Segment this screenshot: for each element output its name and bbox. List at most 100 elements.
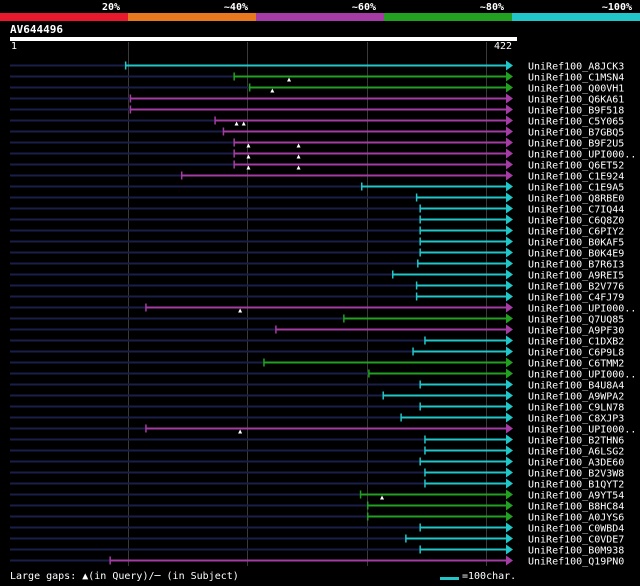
hit-label[interactable]: UniRef100_C1E9A5 xyxy=(528,183,624,194)
hit-label[interactable]: UniRef100_A9WPA2 xyxy=(528,392,624,403)
hit-row[interactable]: UniRef100_UPI000.. xyxy=(10,302,636,315)
hit-row[interactable]: UniRef100_B2V776 xyxy=(10,280,624,293)
hit-label[interactable]: UniRef100_Q6KA61 xyxy=(528,95,624,106)
hit-row[interactable]: UniRef100_C6TMM2 xyxy=(10,357,624,370)
hit-label[interactable]: UniRef100_A0JYS6 xyxy=(528,513,624,524)
hit-row[interactable]: UniRef100_B2V3W8 xyxy=(10,467,624,480)
hit-label[interactable]: UniRef100_C1DXB2 xyxy=(528,337,624,348)
hit-row[interactable]: UniRef100_UPI000.. xyxy=(10,423,636,436)
hit-row[interactable]: UniRef100_Q6KA61 xyxy=(10,93,624,106)
hit-row[interactable]: UniRef100_A9PF30 xyxy=(10,324,624,337)
hit-label[interactable]: UniRef100_B2V776 xyxy=(528,282,624,293)
hit-row[interactable]: UniRef100_Q19PN0 xyxy=(10,555,624,568)
hit-label[interactable]: UniRef100_UPI000.. xyxy=(528,304,636,315)
hit-row[interactable]: UniRef100_Q00VH1 xyxy=(10,82,624,95)
query-ruler xyxy=(10,37,517,41)
hit-label[interactable]: UniRef100_C5Y065 xyxy=(528,117,624,128)
hit-row[interactable]: UniRef100_Q7UQ85 xyxy=(10,313,624,326)
hit-label[interactable]: UniRef100_B0K4E9 xyxy=(528,249,624,260)
hit-label[interactable]: UniRef100_C6TMM2 xyxy=(528,359,624,370)
hit-label[interactable]: UniRef100_B9F2U5 xyxy=(528,139,624,150)
hit-row[interactable]: UniRef100_C6Q8Z0 xyxy=(10,214,624,227)
legend-swatch-5 xyxy=(512,13,640,21)
hit-row[interactable]: UniRef100_B0M938 xyxy=(10,544,624,557)
hit-label[interactable]: UniRef100_A9REI5 xyxy=(528,271,624,282)
identity-legend-svg: 20% ~40% ~60% ~80% ~100% xyxy=(0,2,640,21)
hit-label[interactable]: UniRef100_A9YT54 xyxy=(528,491,624,502)
alignment-arrow xyxy=(506,280,513,291)
hit-row[interactable]: UniRef100_B0K4E9 xyxy=(10,247,624,260)
hit-row[interactable]: UniRef100_A9YT54 xyxy=(10,489,624,502)
hit-label[interactable]: UniRef100_B2THN6 xyxy=(528,436,624,447)
hit-label[interactable]: UniRef100_C4FJ79 xyxy=(528,293,624,304)
hit-label[interactable]: UniRef100_C9LN78 xyxy=(528,403,624,414)
hit-row[interactable]: UniRef100_C1E9A5 xyxy=(10,181,624,194)
hit-label[interactable]: UniRef100_C6PIY2 xyxy=(528,227,624,238)
alignment-arrow xyxy=(506,401,513,412)
hit-label[interactable]: UniRef100_C8XJP3 xyxy=(528,414,624,425)
hit-row[interactable]: UniRef100_A6LSG2 xyxy=(10,445,624,458)
hit-row[interactable]: UniRef100_C6P9L8 xyxy=(10,346,624,359)
hit-row[interactable]: UniRef100_C0VDE7 xyxy=(10,533,624,546)
hit-row[interactable]: UniRef100_B2THN6 xyxy=(10,434,624,447)
hit-label[interactable]: UniRef100_Q8RBE0 xyxy=(528,194,624,205)
hit-label[interactable]: UniRef100_B9F518 xyxy=(528,106,624,117)
hit-row[interactable]: UniRef100_B9F518 xyxy=(10,104,624,117)
hit-row[interactable]: UniRef100_B1QYT2 xyxy=(10,478,624,491)
alignment-arrow xyxy=(506,82,513,93)
hit-label[interactable]: UniRef100_C7IQ44 xyxy=(528,205,624,216)
hit-label[interactable]: UniRef100_C0VDE7 xyxy=(528,535,624,546)
hit-row[interactable]: UniRef100_UPI000.. xyxy=(10,368,636,381)
hit-row[interactable]: UniRef100_UPI000.. xyxy=(10,148,636,161)
hit-row[interactable]: UniRef100_A9REI5 xyxy=(10,269,624,282)
hit-row[interactable]: UniRef100_B7R6I3 xyxy=(10,258,624,271)
hit-row[interactable]: UniRef100_C9LN78 xyxy=(10,401,624,414)
hit-row[interactable]: UniRef100_A9WPA2 xyxy=(10,390,624,403)
hit-label[interactable]: UniRef100_UPI000.. xyxy=(528,425,636,436)
hit-row[interactable]: UniRef100_C4FJ79 xyxy=(10,291,624,304)
hit-label[interactable]: UniRef100_A6LSG2 xyxy=(528,447,624,458)
hit-label[interactable]: UniRef100_UPI000.. xyxy=(528,370,636,381)
alignment-arrow xyxy=(506,148,513,159)
hit-row[interactable]: UniRef100_C6PIY2 xyxy=(10,225,624,238)
hit-label[interactable]: UniRef100_B8HC84 xyxy=(528,502,624,513)
hit-row[interactable]: UniRef100_B7GBQ5 xyxy=(10,126,624,139)
hit-label[interactable]: UniRef100_Q00VH1 xyxy=(528,84,624,95)
hit-label[interactable]: UniRef100_B7R6I3 xyxy=(528,260,624,271)
hit-row[interactable]: UniRef100_C0WBD4 xyxy=(10,522,624,535)
hit-row[interactable]: UniRef100_B4U8A4 xyxy=(10,379,624,392)
hit-label[interactable]: UniRef100_B0M938 xyxy=(528,546,624,557)
hit-row[interactable]: UniRef100_A8JCK3 xyxy=(10,60,624,73)
hit-label[interactable]: UniRef100_B2V3W8 xyxy=(528,469,624,480)
hit-row[interactable]: UniRef100_C5Y065 xyxy=(10,115,624,128)
hit-label[interactable]: UniRef100_B0KAF5 xyxy=(528,238,624,249)
hit-label[interactable]: UniRef100_C6Q8Z0 xyxy=(528,216,624,227)
hit-label[interactable]: UniRef100_Q6ET52 xyxy=(528,161,624,172)
hit-label[interactable]: UniRef100_A8JCK3 xyxy=(528,62,624,73)
hit-row[interactable]: UniRef100_B0KAF5 xyxy=(10,236,624,249)
hit-row[interactable]: UniRef100_C1DXB2 xyxy=(10,335,624,348)
hit-label[interactable]: UniRef100_A3DE60 xyxy=(528,458,624,469)
hit-row[interactable]: UniRef100_C1MSN4 xyxy=(10,71,624,84)
hit-row[interactable]: UniRef100_B9F2U5 xyxy=(10,137,624,150)
hit-label[interactable]: UniRef100_C1MSN4 xyxy=(528,73,624,84)
hit-label[interactable]: UniRef100_Q7UQ85 xyxy=(528,315,624,326)
hit-label[interactable]: UniRef100_A9PF30 xyxy=(528,326,624,337)
legend-label-3: ~60% xyxy=(352,2,376,13)
hit-row[interactable]: UniRef100_Q8RBE0 xyxy=(10,192,624,205)
hit-label[interactable]: UniRef100_C6P9L8 xyxy=(528,348,624,359)
hit-row[interactable]: UniRef100_A3DE60 xyxy=(10,456,624,469)
hit-label[interactable]: UniRef100_B1QYT2 xyxy=(528,480,624,491)
hit-label[interactable]: UniRef100_C0WBD4 xyxy=(528,524,624,535)
hit-row[interactable]: UniRef100_C1E924 xyxy=(10,170,624,183)
hit-row[interactable]: UniRef100_B8HC84 xyxy=(10,500,624,513)
hit-row[interactable]: UniRef100_A0JYS6 xyxy=(10,511,624,524)
hit-label[interactable]: UniRef100_B7GBQ5 xyxy=(528,128,624,139)
hit-label[interactable]: UniRef100_Q19PN0 xyxy=(528,557,624,568)
hit-label[interactable]: UniRef100_UPI000.. xyxy=(528,150,636,161)
hit-row[interactable]: UniRef100_C7IQ44 xyxy=(10,203,624,216)
hit-row[interactable]: UniRef100_C8XJP3 xyxy=(10,412,624,425)
hit-label[interactable]: UniRef100_C1E924 xyxy=(528,172,624,183)
hit-row[interactable]: UniRef100_Q6ET52 xyxy=(10,159,624,172)
hit-label[interactable]: UniRef100_B4U8A4 xyxy=(528,381,624,392)
